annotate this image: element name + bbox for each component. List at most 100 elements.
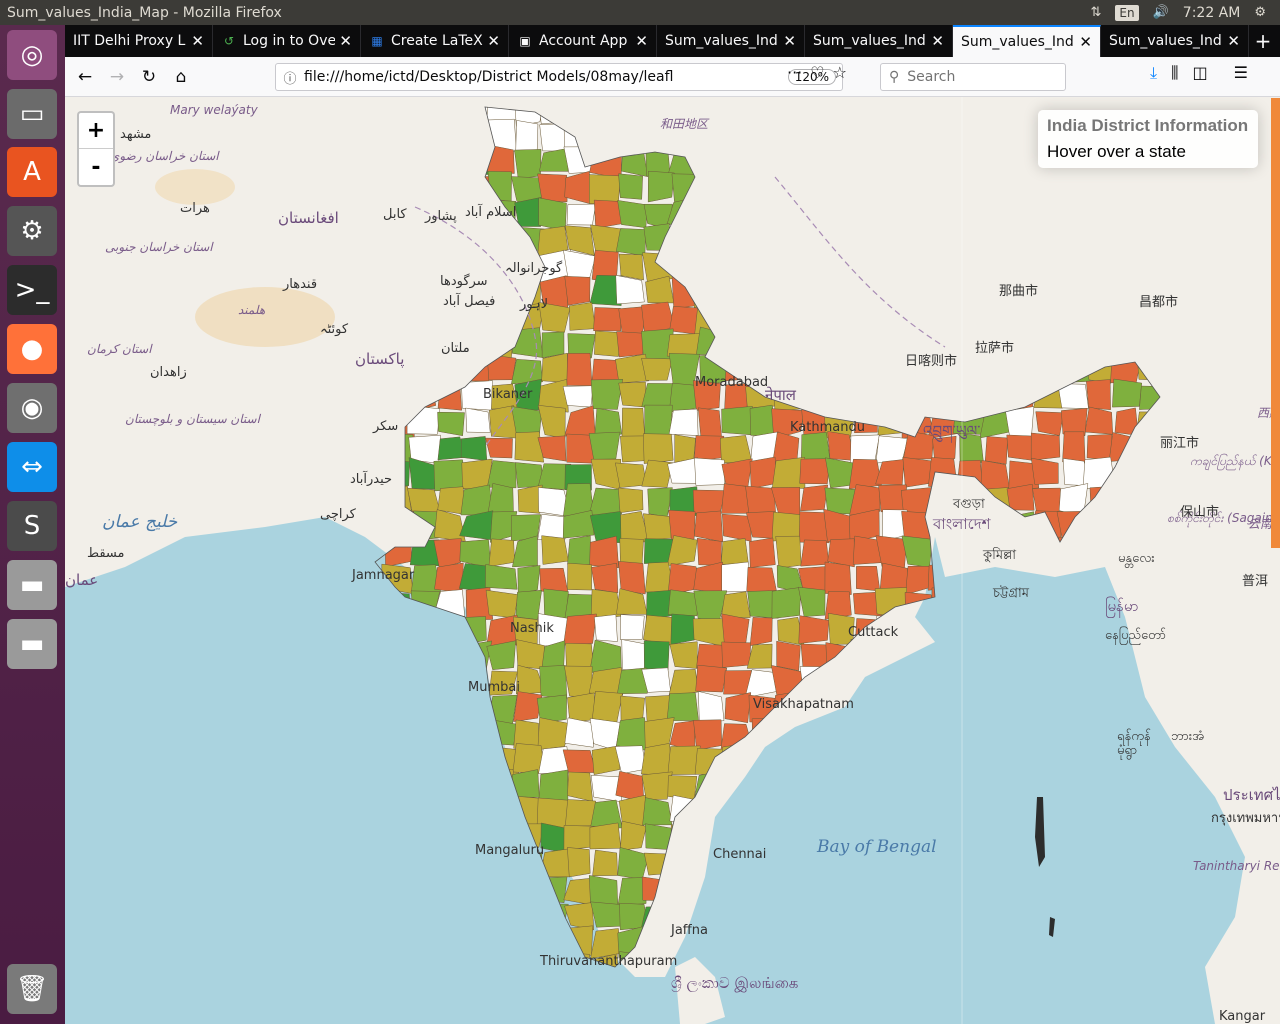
tab-3[interactable]: ▣ Account App ✕ xyxy=(509,25,657,57)
district-polygon[interactable] xyxy=(490,794,517,828)
district-polygon[interactable] xyxy=(437,694,462,723)
district-polygon[interactable] xyxy=(1062,431,1086,463)
district-polygon[interactable] xyxy=(620,435,648,463)
district-polygon[interactable] xyxy=(1115,874,1138,900)
district-polygon[interactable] xyxy=(902,772,933,799)
district-polygon[interactable] xyxy=(589,535,619,569)
district-polygon[interactable] xyxy=(721,406,753,436)
district-polygon[interactable] xyxy=(851,747,880,775)
district-polygon[interactable] xyxy=(567,562,592,591)
district-polygon[interactable] xyxy=(436,850,465,881)
library-icon[interactable]: ⫼ xyxy=(1171,63,1179,82)
reload-button[interactable]: ↻ xyxy=(141,66,157,87)
district-polygon[interactable] xyxy=(433,667,467,697)
district-polygon[interactable] xyxy=(1009,722,1039,751)
district-polygon[interactable] xyxy=(536,903,569,933)
district-polygon[interactable] xyxy=(562,749,597,773)
district-polygon[interactable] xyxy=(387,929,410,957)
district-polygon[interactable] xyxy=(1008,875,1037,904)
district-polygon[interactable] xyxy=(829,796,857,824)
terminal-icon[interactable]: >_ xyxy=(7,265,57,315)
district-polygon[interactable] xyxy=(563,877,594,906)
district-polygon[interactable] xyxy=(437,742,466,776)
page-actions-icon[interactable]: ··· xyxy=(787,63,803,82)
tab-close-icon[interactable]: ✕ xyxy=(191,32,204,50)
district-polygon[interactable] xyxy=(875,874,910,901)
district-polygon[interactable] xyxy=(668,408,699,436)
district-polygon[interactable] xyxy=(1109,694,1142,725)
district-polygon[interactable] xyxy=(1009,951,1039,984)
district-polygon[interactable] xyxy=(439,873,467,906)
district-polygon[interactable] xyxy=(800,484,829,512)
district-polygon[interactable] xyxy=(1136,873,1169,902)
district-polygon[interactable] xyxy=(798,511,830,544)
district-polygon[interactable] xyxy=(406,902,436,933)
district-polygon[interactable] xyxy=(980,459,1011,491)
district-polygon[interactable] xyxy=(538,147,569,172)
district-polygon[interactable] xyxy=(618,253,644,281)
tab-close-icon[interactable]: ✕ xyxy=(487,32,500,50)
district-polygon[interactable] xyxy=(434,562,464,594)
district-polygon[interactable] xyxy=(515,589,542,620)
district-polygon[interactable] xyxy=(668,669,699,696)
district-polygon[interactable] xyxy=(1005,616,1036,644)
district-polygon[interactable] xyxy=(901,691,933,722)
trash-icon[interactable]: 🗑 xyxy=(7,964,57,1014)
district-polygon[interactable] xyxy=(538,379,569,413)
district-polygon[interactable] xyxy=(719,929,753,958)
district-polygon[interactable] xyxy=(538,769,569,803)
back-button[interactable]: ← xyxy=(77,66,93,87)
district-polygon[interactable] xyxy=(953,665,986,695)
ubuntu-dash-icon[interactable]: ◎ xyxy=(7,30,57,80)
district-polygon[interactable] xyxy=(465,691,492,725)
drive-icon-2[interactable]: ▬ xyxy=(7,619,57,669)
district-polygon[interactable] xyxy=(515,120,539,152)
district-polygon[interactable] xyxy=(1007,693,1038,724)
district-polygon[interactable] xyxy=(797,955,830,983)
district-polygon[interactable] xyxy=(566,203,596,226)
district-polygon[interactable] xyxy=(721,613,750,647)
district-polygon[interactable] xyxy=(1140,952,1166,985)
district-polygon[interactable] xyxy=(387,823,412,853)
district-polygon[interactable] xyxy=(984,436,1008,465)
tab-close-icon[interactable]: ✕ xyxy=(635,32,648,50)
tab-5[interactable]: Sum_values_Ind ✕ xyxy=(805,25,953,57)
district-polygon[interactable] xyxy=(563,613,597,646)
district-polygon[interactable] xyxy=(409,771,438,802)
district-polygon[interactable] xyxy=(621,407,646,439)
files-icon[interactable]: ▭ xyxy=(7,89,57,139)
district-polygon[interactable] xyxy=(465,407,491,433)
district-polygon[interactable] xyxy=(407,852,441,878)
district-polygon[interactable] xyxy=(461,742,493,776)
district-polygon[interactable] xyxy=(590,901,623,928)
district-polygon[interactable] xyxy=(1089,669,1116,696)
district-polygon[interactable] xyxy=(384,745,414,773)
district-polygon[interactable] xyxy=(1060,643,1084,674)
district-polygon[interactable] xyxy=(615,228,647,257)
forward-button[interactable]: → xyxy=(109,66,125,87)
district-polygon[interactable] xyxy=(901,951,935,984)
district-polygon[interactable] xyxy=(589,174,621,205)
district-polygon[interactable] xyxy=(718,900,753,931)
district-polygon[interactable] xyxy=(1088,743,1113,775)
district-polygon[interactable] xyxy=(1134,798,1168,829)
district-polygon[interactable] xyxy=(798,615,830,644)
district-polygon[interactable] xyxy=(955,587,987,615)
district-polygon[interactable] xyxy=(1030,671,1060,697)
district-polygon[interactable] xyxy=(1086,434,1113,461)
district-polygon[interactable] xyxy=(1088,775,1114,799)
district-polygon[interactable] xyxy=(1058,850,1090,875)
district-polygon[interactable] xyxy=(856,899,883,933)
district-polygon[interactable] xyxy=(514,149,542,179)
district-polygon[interactable] xyxy=(928,644,956,669)
district-polygon[interactable] xyxy=(800,796,831,826)
district-polygon[interactable] xyxy=(386,616,412,647)
district-polygon[interactable] xyxy=(593,307,622,332)
district-polygon[interactable] xyxy=(1086,379,1111,410)
district-polygon[interactable] xyxy=(1137,850,1166,876)
district-polygon[interactable] xyxy=(592,849,618,876)
district-polygon[interactable] xyxy=(1111,952,1141,983)
map-canvas[interactable] xyxy=(65,97,1280,1024)
district-polygon[interactable] xyxy=(903,904,934,932)
district-polygon[interactable] xyxy=(666,692,699,721)
